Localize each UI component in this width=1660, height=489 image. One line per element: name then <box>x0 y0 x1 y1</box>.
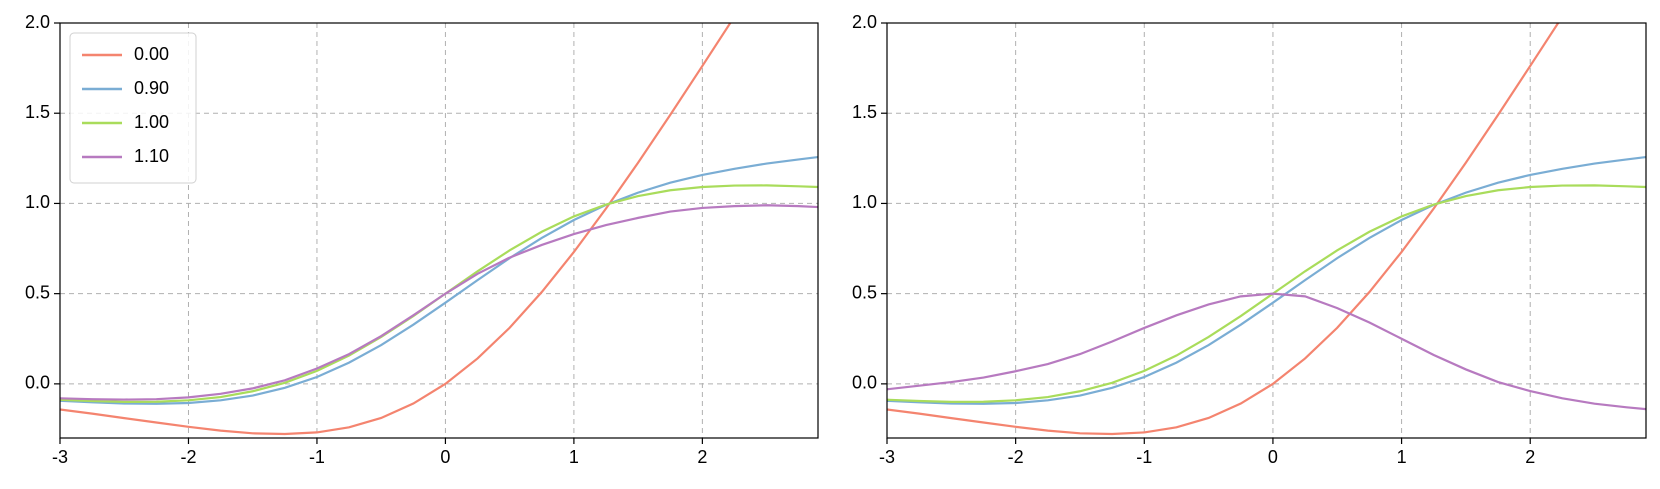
x-tick-label: 2 <box>697 447 707 467</box>
x-tick-label: -3 <box>879 447 895 467</box>
x-tick-label: -1 <box>309 447 325 467</box>
series-line <box>60 155 818 405</box>
plot-frame <box>886 22 1647 439</box>
x-tick-label: 1 <box>1397 447 1407 467</box>
series-line <box>887 155 1646 405</box>
x-tick-label: -3 <box>52 447 68 467</box>
legend-label: 1.00 <box>134 112 169 132</box>
legend-label: 0.00 <box>134 44 169 64</box>
x-tick-label: 0 <box>1268 447 1278 467</box>
legend-label: 0.90 <box>134 78 169 98</box>
legend: 0.00 0.90 1.00 1.10 <box>69 32 197 184</box>
y-tick-label: 0.0 <box>852 373 877 393</box>
panel: -3 -2 -1 0 1 2 0.0 0.5 1.0 1.5 2.0 <box>852 12 1647 467</box>
x-tick-label: -2 <box>1008 447 1024 467</box>
series-line <box>887 23 1560 436</box>
series-line <box>887 292 1646 411</box>
y-tick-label: 0.0 <box>25 373 50 393</box>
series-line <box>60 204 818 401</box>
y-tick-label: 0.5 <box>25 282 50 302</box>
y-tick-label: 1.0 <box>852 192 877 212</box>
x-tick-label: -2 <box>180 447 196 467</box>
y-tick-label: 1.5 <box>852 102 877 122</box>
series-line <box>60 23 732 436</box>
legend-label: 1.10 <box>134 146 169 166</box>
panel: -3 -2 -1 0 1 2 0.0 0.5 1.0 1.5 2.0 0.00 0.90 1.00 1.10 <box>25 12 819 467</box>
y-tick-label: 2.0 <box>25 12 50 32</box>
y-tick-label: 2.0 <box>852 12 877 32</box>
y-tick-label: 0.5 <box>852 282 877 302</box>
x-tick-label: 0 <box>440 447 450 467</box>
x-tick-label: 2 <box>1525 447 1535 467</box>
legend-box <box>69 32 197 184</box>
plot-frame <box>59 22 819 439</box>
y-tick-label: 1.5 <box>25 102 50 122</box>
x-tick-label: 1 <box>569 447 579 467</box>
y-tick-label: 1.0 <box>25 192 50 212</box>
x-tick-label: -1 <box>1136 447 1152 467</box>
